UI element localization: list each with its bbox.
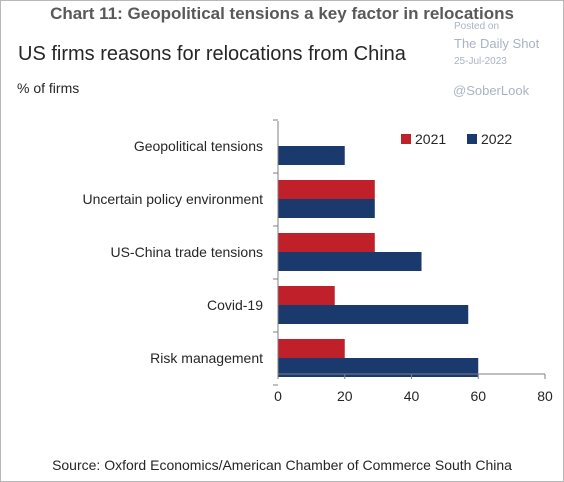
x-tick-label: 80 [537, 388, 553, 404]
watermark-handle: @SoberLook [453, 83, 530, 98]
legend-label: 2022 [481, 131, 512, 147]
bar-2021-us-china-trade-tensions [278, 233, 375, 252]
category-label: Uncertain policy environment [82, 191, 263, 207]
category-label: Covid-19 [207, 297, 263, 313]
watermark-date: 25-Jul-2023 [454, 56, 507, 67]
x-tick-label: 40 [404, 388, 420, 404]
category-label: Geopolitical tensions [134, 138, 263, 154]
chart-title: US firms reasons for relocations from Ch… [18, 43, 406, 65]
source-note: Source: Oxford Economics/American Chambe… [52, 457, 512, 473]
bar-2022-risk-management [278, 358, 479, 377]
bar-2021-uncertain-policy-environment [278, 180, 375, 199]
header-title: Chart 11: Geopolitical tensions a key fa… [50, 4, 514, 23]
bar-2021-risk-management [278, 339, 345, 358]
legend-label: 2021 [415, 131, 446, 147]
bar-2022-geopolitical-tensions [278, 146, 345, 165]
x-tick-label: 20 [337, 388, 353, 404]
y-axis-unit-label: % of firms [17, 80, 80, 96]
bar-2021-covid-19 [278, 286, 335, 305]
x-tick-label: 60 [470, 388, 486, 404]
watermark-posted-on: Posted on [454, 21, 500, 32]
category-label: Risk management [150, 350, 263, 366]
category-label: US-China trade tensions [110, 244, 263, 260]
bar-2022-covid-19 [278, 305, 469, 324]
bar-2022-uncertain-policy-environment [278, 199, 375, 218]
watermark-brand: The Daily Shot [454, 36, 540, 51]
legend-swatch-2021 [401, 134, 411, 144]
legend-swatch-2022 [467, 134, 477, 144]
bar-2022-us-china-trade-tensions [278, 252, 422, 271]
x-tick-label: 0 [274, 388, 282, 404]
